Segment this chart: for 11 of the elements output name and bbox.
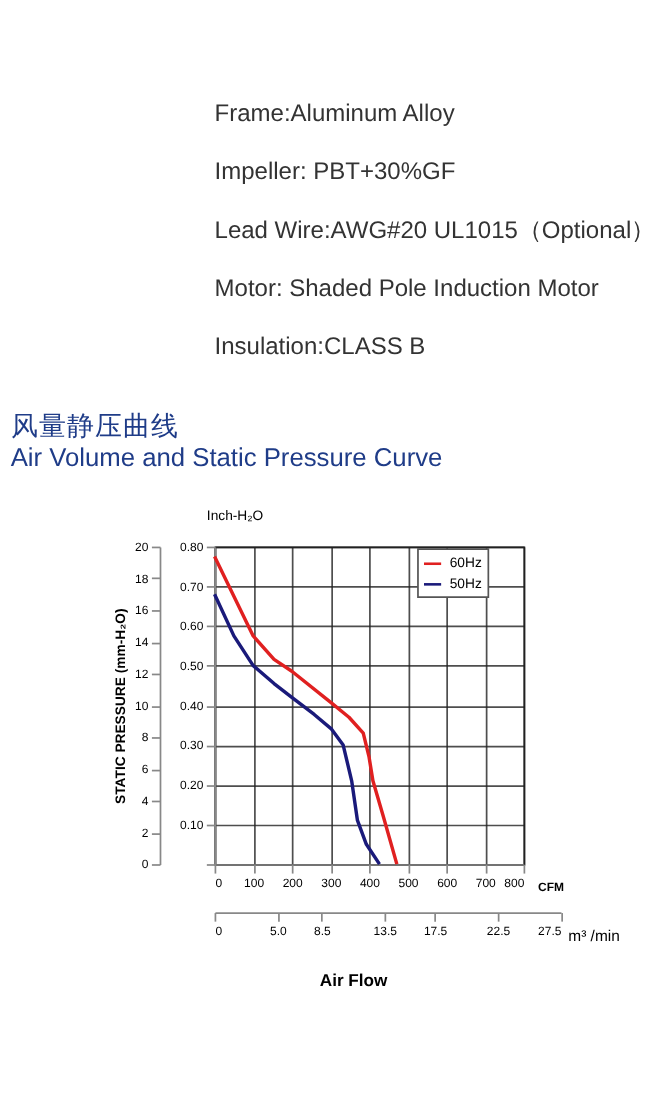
text: Impeller: PBT+30%GF <box>214 157 456 186</box>
x2-axis-title: m³ /min <box>568 926 620 945</box>
text: Motor: Shaded Pole Induction Motor <box>214 273 599 302</box>
line-series <box>212 592 382 866</box>
chart-subtitle: Air Volume and Static Pressure Curve <box>10 441 443 472</box>
text: Air Flow <box>319 970 389 991</box>
text: Insulation:CLASS B <box>214 332 426 361</box>
text: Frame:Aluminum Alloy <box>214 98 455 127</box>
line-series <box>212 554 399 866</box>
text: Lead Wire:AWG#20 UL1015（Optional） <box>214 215 656 244</box>
chart-title: 风量静压曲线 <box>10 411 179 444</box>
